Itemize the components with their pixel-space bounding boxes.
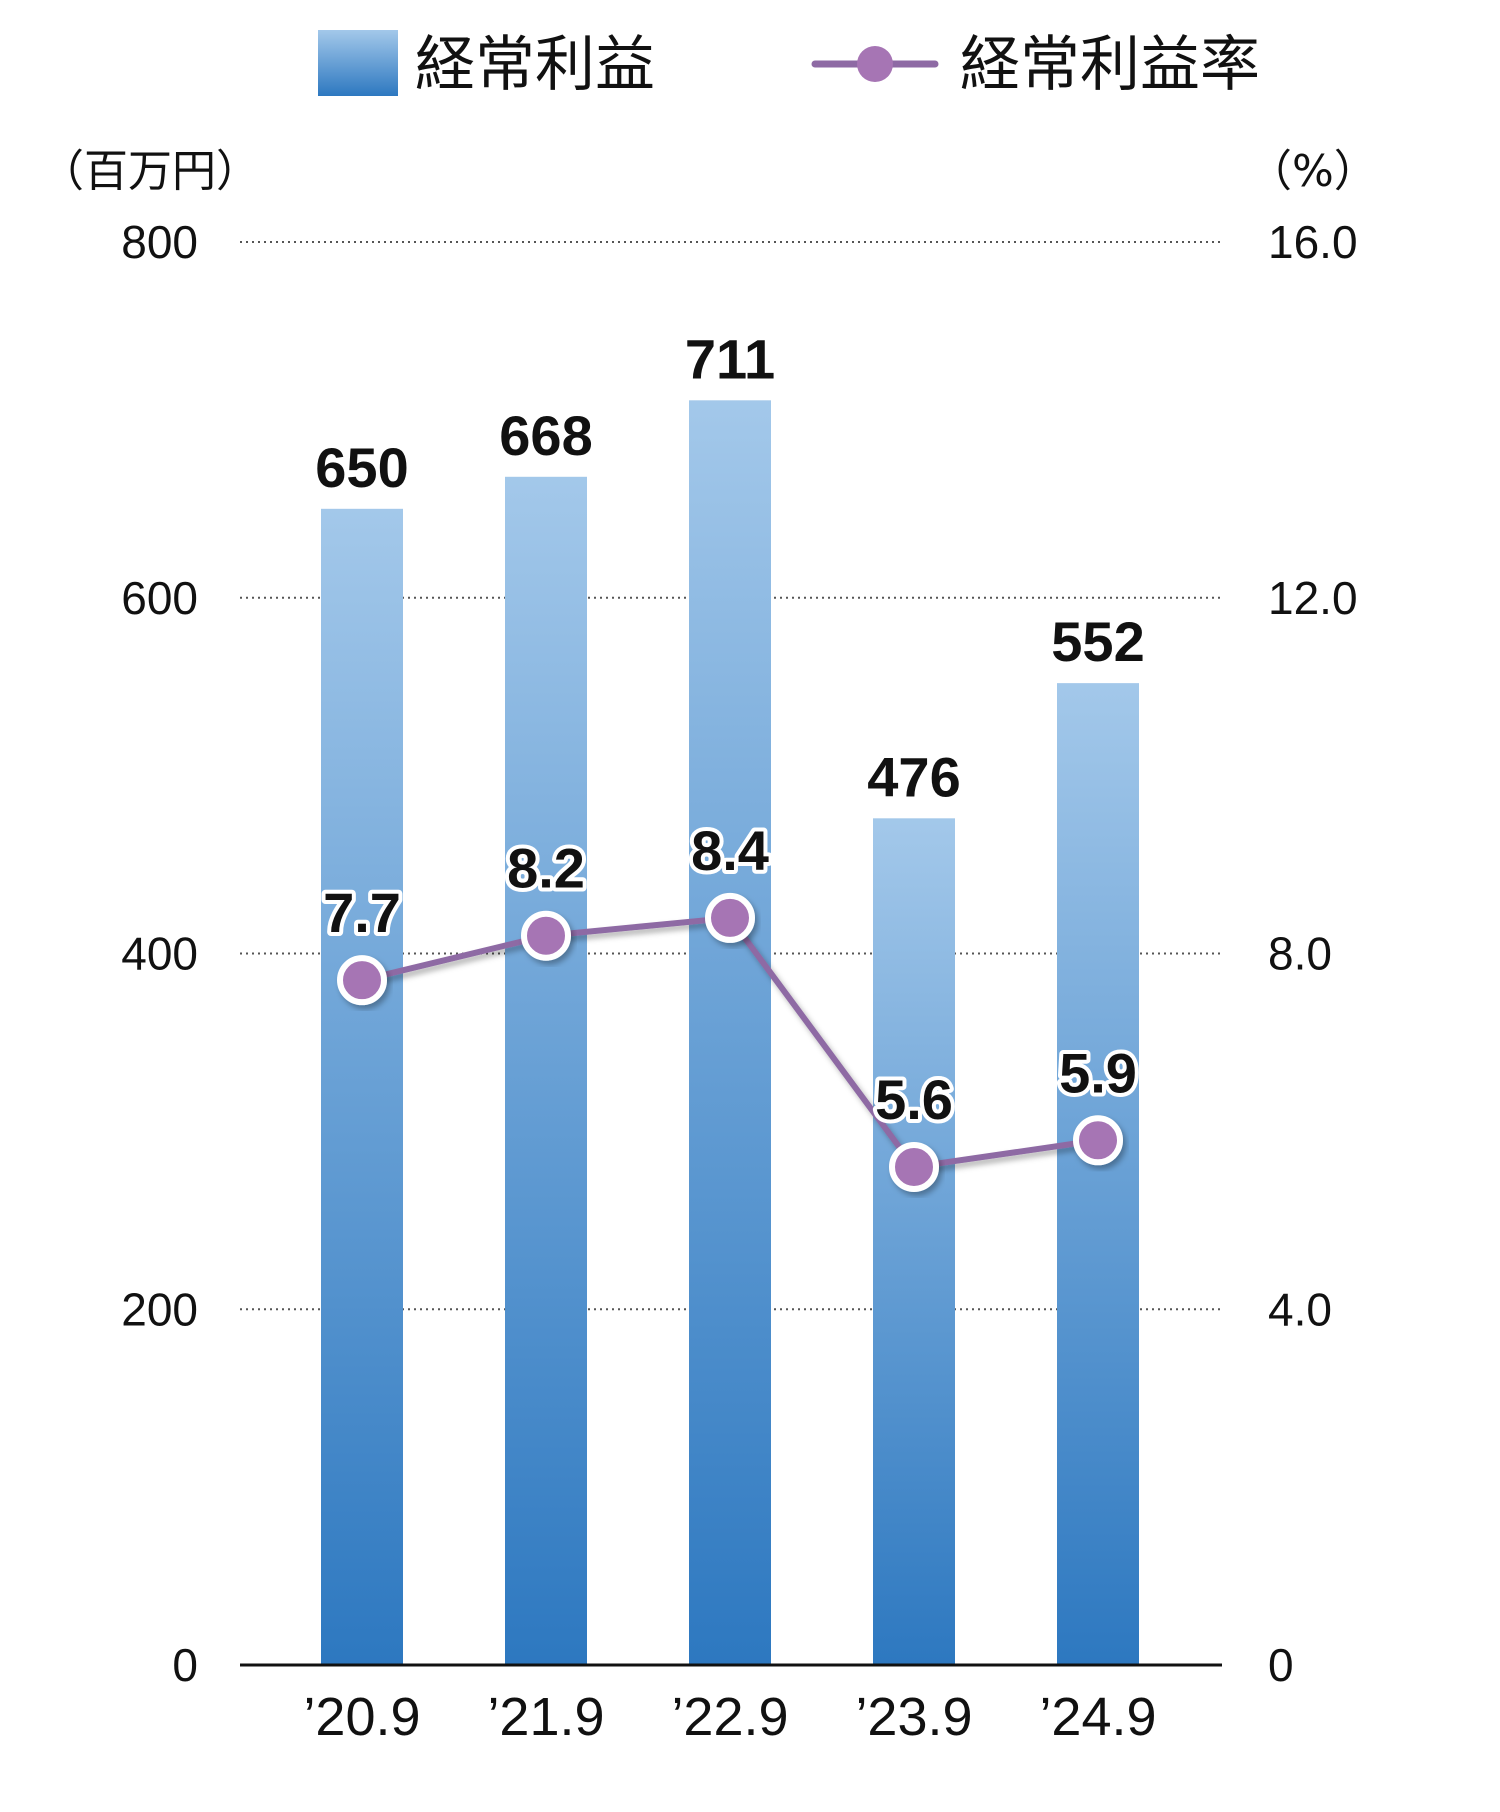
bar [1057, 683, 1139, 1665]
legend-bar-label: 経常利益 [415, 30, 655, 100]
right-tick-label: 16.0 [1268, 216, 1358, 268]
ratio-value-label: 5.9 [1059, 1041, 1137, 1104]
legend-bar-swatch [318, 30, 398, 96]
x-axis-ticks: ’20.9 ’21.9 ’22.9 ’23.9 ’24.9 [303, 1687, 1156, 1747]
x-tick-label: ’22.9 [671, 1687, 788, 1747]
gridlines [240, 241, 1222, 1311]
x-tick-label: ’20.9 [303, 1687, 420, 1747]
right-tick-label: 12.0 [1268, 572, 1358, 624]
bar-labels: 650 668 711 476 552 [315, 327, 1144, 808]
ratio-value-label: 5.6 [875, 1068, 953, 1131]
ratio-value-label: 8.4 [691, 819, 769, 882]
left-tick-label: 0 [172, 1639, 198, 1691]
right-axis-unit: （%） [1248, 146, 1378, 197]
right-tick-label: 0 [1268, 1639, 1294, 1691]
ratio-point [521, 910, 571, 961]
right-tick-label: 8.0 [1268, 928, 1332, 980]
x-tick-label: ’21.9 [487, 1687, 604, 1747]
right-tick-label: 4.0 [1268, 1283, 1332, 1335]
left-axis-unit: （百万円） [40, 146, 260, 197]
ratio-value-label: 7.7 [323, 881, 401, 944]
bar-value-label: 650 [315, 436, 408, 499]
bar-value-label: 552 [1051, 610, 1144, 673]
bar-value-label: 476 [867, 745, 960, 808]
bar-value-label: 668 [499, 404, 592, 467]
ratio-labels: 7.7 8.2 8.4 5.6 5.9 [319, 815, 1141, 1135]
bar [321, 508, 403, 1665]
ratio-points [337, 892, 1123, 1192]
left-axis-ticks: 0 200 400 600 800 [121, 216, 198, 1691]
x-tick-label: ’23.9 [855, 1687, 972, 1747]
left-tick-label: 800 [121, 216, 198, 268]
legend-marker-icon [857, 46, 893, 82]
left-tick-label: 400 [121, 928, 198, 980]
right-axis-ticks: 0 4.0 8.0 12.0 16.0 [1268, 216, 1358, 1691]
bars [321, 400, 1139, 1666]
bar [873, 818, 955, 1665]
ratio-point [337, 955, 387, 1006]
left-tick-label: 600 [121, 572, 198, 624]
bar-value-label: 711 [685, 327, 775, 390]
bar [505, 476, 587, 1665]
left-tick-label: 200 [121, 1283, 198, 1335]
ratio-point [889, 1141, 939, 1192]
ratio-point [705, 892, 755, 943]
bar [689, 400, 771, 1666]
ratio-point [1073, 1115, 1123, 1166]
ratio-value-label: 8.2 [507, 837, 585, 900]
legend: 経常利益 経常利益率 [318, 30, 1260, 100]
legend-line-label: 経常利益率 [960, 30, 1260, 100]
x-tick-label: ’24.9 [1039, 1687, 1156, 1747]
